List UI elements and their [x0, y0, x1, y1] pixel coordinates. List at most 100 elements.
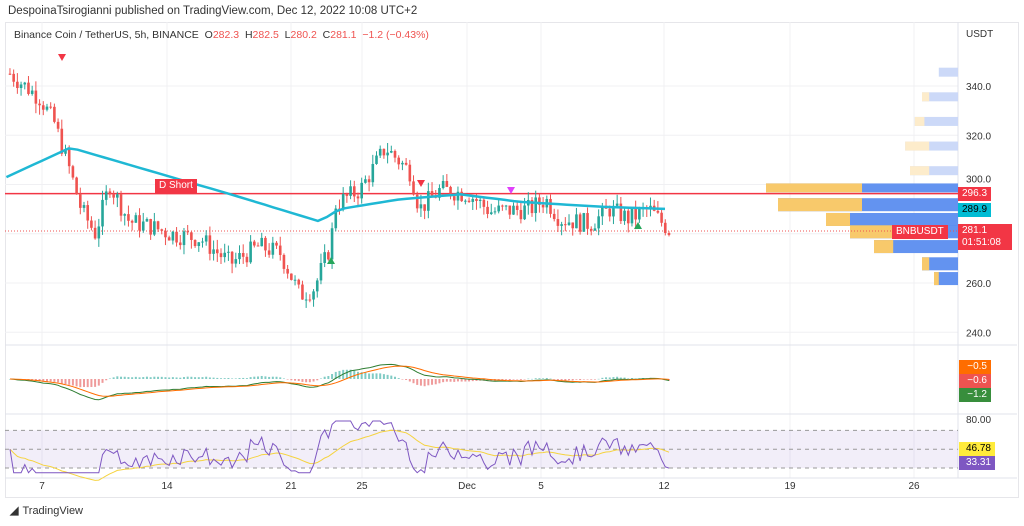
macd-histogram-bar: [349, 369, 352, 379]
macd-histogram-bar: [238, 378, 241, 379]
candle: [167, 237, 171, 241]
macd-histogram-bar: [97, 379, 100, 386]
macd-histogram-bar: [294, 379, 297, 381]
candle: [245, 256, 249, 263]
candle: [512, 205, 515, 215]
volume-profile-up-bar: [922, 257, 930, 271]
buy-signal-icon: [327, 257, 335, 264]
candle: [79, 194, 82, 208]
macd-histogram-bar: [171, 377, 174, 379]
candle: [501, 205, 504, 207]
macd-histogram-bar: [301, 379, 304, 382]
candle: [212, 249, 215, 254]
macd-histogram-bar: [464, 379, 467, 382]
candle: [67, 149, 71, 167]
candle: [86, 205, 90, 221]
symbol-name: Binance Coin / TetherUS, 5h, BINANCE: [14, 29, 199, 41]
macd-histogram-bar: [319, 378, 322, 379]
candle: [575, 214, 578, 229]
countdown: 01:51:08: [962, 237, 1001, 248]
macd-histogram-bar: [212, 377, 215, 379]
resistance-tag: 296.3: [958, 187, 992, 201]
candle: [341, 194, 345, 209]
macd-histogram-bar: [64, 379, 67, 385]
candle: [493, 211, 497, 213]
candle: [571, 222, 575, 229]
macd-histogram-bar: [582, 379, 585, 380]
macd-histogram-bar: [375, 373, 378, 379]
candle: [23, 82, 27, 85]
high-value: 282.5: [252, 29, 279, 41]
macd-histogram-bar: [412, 379, 415, 384]
candle: [249, 241, 252, 263]
macd-histogram-bar: [275, 376, 278, 379]
macd-histogram-bar: [667, 379, 670, 381]
macd-histogram-bar: [38, 379, 41, 382]
high-label: H: [244, 29, 253, 41]
candle: [308, 299, 312, 301]
macd-histogram-bar: [179, 377, 182, 379]
macd-histogram-bar: [90, 379, 93, 387]
macd-histogram-bar: [627, 378, 630, 379]
macd-histogram-bar: [597, 378, 600, 380]
macd-histogram-bar: [538, 378, 541, 379]
macd-histogram-bar: [297, 379, 300, 382]
tradingview-logo[interactable]: ◢ TradingView: [10, 504, 84, 518]
candle: [612, 205, 615, 217]
candle: [12, 73, 15, 82]
candle: [297, 279, 301, 285]
price-tick: 260.0: [966, 279, 991, 290]
candle: [445, 181, 449, 187]
sell-signal-icon: [417, 180, 425, 187]
time-tick: 25: [356, 481, 368, 492]
candle: [190, 232, 193, 240]
macd-histogram-bar: [456, 379, 459, 382]
last-price: 281.1: [962, 225, 988, 236]
macd-histogram-bar: [486, 379, 489, 382]
candle: [360, 182, 363, 199]
candle: [153, 221, 156, 235]
macd-histogram-bar: [416, 379, 419, 385]
candle: [56, 121, 60, 129]
macd-histogram-bar: [460, 379, 463, 382]
volume-profile-bar: [934, 272, 958, 286]
candle: [34, 90, 38, 104]
macd-histogram-bar: [442, 379, 445, 383]
candle: [564, 224, 567, 226]
macd-histogram-bar: [419, 379, 422, 386]
macd-histogram-bar: [312, 379, 315, 382]
macd-histogram-bar: [408, 379, 411, 382]
candle: [375, 155, 378, 164]
brand-name: TradingView: [22, 504, 84, 517]
candle: [508, 205, 512, 215]
macd-histogram-bar: [512, 379, 515, 380]
candle: [8, 73, 12, 75]
candle: [104, 191, 108, 200]
volume-profile-bar: [905, 141, 958, 151]
buy-signal-icon: [634, 222, 642, 229]
candle: [345, 194, 349, 196]
candle: [626, 210, 630, 224]
candle: [327, 252, 330, 260]
price-tick: 320.0: [966, 131, 991, 142]
candle: [304, 299, 308, 301]
candle: [208, 235, 212, 254]
macd-histogram-bar: [605, 377, 608, 379]
macd-histogram-bar: [568, 379, 571, 381]
macd-histogram-bar: [175, 377, 178, 379]
candle: [390, 151, 393, 153]
candle: [186, 231, 189, 233]
macd-histogram-bar: [445, 379, 448, 382]
macd-histogram-bar: [205, 376, 208, 379]
candle: [178, 242, 182, 246]
volume-profile-bar: [874, 240, 958, 254]
macd-histogram-bar: [505, 379, 508, 380]
candle: [430, 191, 434, 197]
macd-histogram-bar: [279, 377, 282, 379]
candle: [378, 148, 382, 156]
candle: [638, 208, 641, 220]
candle: [349, 186, 352, 196]
candle: [608, 208, 612, 217]
macd-histogram-bar: [586, 379, 589, 380]
